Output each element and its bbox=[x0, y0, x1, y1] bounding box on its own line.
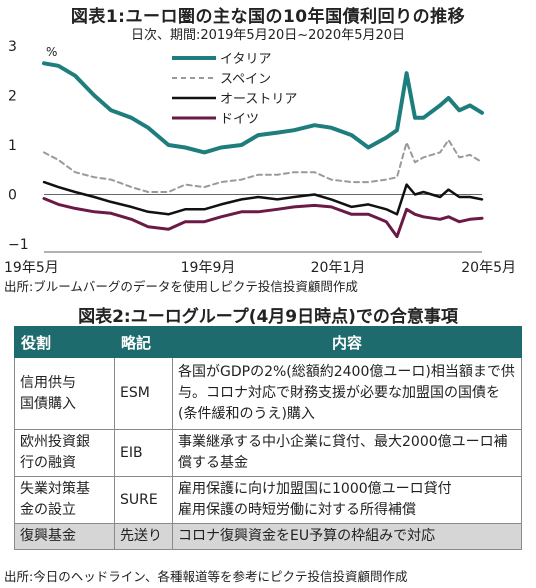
header-abbr: 略記 bbox=[114, 326, 173, 358]
x-tick-label: 19年5月 bbox=[4, 260, 59, 276]
table-row: 失業対策基 金の設立 SURE 雇用保護に向け加盟国に1000億ユーロ貸付 雇用保護… bbox=[14, 476, 522, 524]
cell-abbr: EIB bbox=[114, 429, 173, 477]
figure2-source: 出所:今日のヘッドライン、各種報道等を参考にピクテ投信投資顧問作成 bbox=[4, 569, 408, 584]
table-row: 欧州投資銀 行の融資 EIB 事業継承する中小企業に貸付、最大2000億ユーロ補償す… bbox=[14, 429, 522, 477]
y-tick-label: 1 bbox=[8, 138, 17, 154]
series-line-3 bbox=[42, 197, 484, 239]
y-tick-label: −1 bbox=[8, 237, 29, 253]
y-tick-label: 0 bbox=[8, 188, 17, 204]
x-tick-label: 19年9月 bbox=[181, 260, 236, 276]
figure1-subtitle: 日次、期間:2019年5月20日~2020年5月20日 bbox=[130, 28, 406, 43]
figure1-source: 出所:ブルームバーグのデータを使用しピクテ投信投資顧問作成 bbox=[4, 279, 358, 294]
x-tick-label: 20年1月 bbox=[311, 260, 366, 276]
cell-role: 失業対策基 金の設立 bbox=[14, 476, 115, 524]
y-tick-label: 2 bbox=[8, 89, 17, 105]
header-content: 内容 bbox=[172, 326, 522, 358]
cell-role: 欧州投資銀 行の融資 bbox=[14, 429, 115, 477]
agreement-table: 役割 略記 内容 信用供与 国債購入 ESM 各国がGDPの2%(総額約2400億ユ… bbox=[14, 326, 522, 550]
x-tick-label: 20年5月 bbox=[461, 260, 516, 276]
cell-role: 信用供与 国債購入 bbox=[14, 357, 115, 430]
y-unit-label: % bbox=[46, 45, 57, 59]
cell-abbr: 先送り bbox=[114, 523, 173, 550]
legend-label: オーストリア bbox=[220, 92, 297, 107]
legend-label: スペイン bbox=[220, 72, 271, 87]
legend-label: イタリア bbox=[220, 52, 271, 67]
series-line-1 bbox=[43, 139, 483, 193]
table-row: 復興基金 先送り コロナ復興資金をEU予算の枠組みで対応 bbox=[14, 523, 522, 550]
y-tick-label: 3 bbox=[8, 39, 17, 55]
series-line-0 bbox=[42, 61, 484, 155]
cell-content: コロナ復興資金をEU予算の枠組みで対応 bbox=[172, 523, 522, 550]
cell-content: 事業継承する中小企業に貸付、最大2000億ユーロ補償する基金 bbox=[172, 429, 522, 477]
cell-abbr: ESM bbox=[114, 357, 173, 430]
cell-abbr: SURE bbox=[114, 476, 173, 524]
cell-content: 各国がGDPの2%(総額約2400億ユーロ)相当額まで供与。コロナ対応で財務支援… bbox=[172, 357, 522, 430]
legend-label: ドイツ bbox=[220, 112, 259, 127]
header-role: 役割 bbox=[14, 326, 115, 358]
table-header-row: 役割 略記 内容 bbox=[14, 326, 522, 358]
table-row: 信用供与 国債購入 ESM 各国がGDPの2%(総額約2400億ユーロ)相当額まで供… bbox=[14, 357, 522, 430]
cell-content: 雇用保護に向け加盟国に1000億ユーロ貸付 雇用保護の時短労働に対する所得補償 bbox=[172, 476, 522, 524]
line-chart: 3 2 1 0 −1% 19年5月 19年9月 20年1月 20年5月 イタリアスペインオーストリ… bbox=[4, 39, 516, 276]
figure1-title: 図表1:ユーロ圏の主な国の10年国債利回りの推移 bbox=[70, 7, 466, 27]
series-line-2 bbox=[42, 180, 484, 216]
cell-role: 復興基金 bbox=[14, 523, 115, 550]
figure2-title: 図表2:ユーログループ(4月9日時点)での合意事項 bbox=[78, 307, 458, 327]
